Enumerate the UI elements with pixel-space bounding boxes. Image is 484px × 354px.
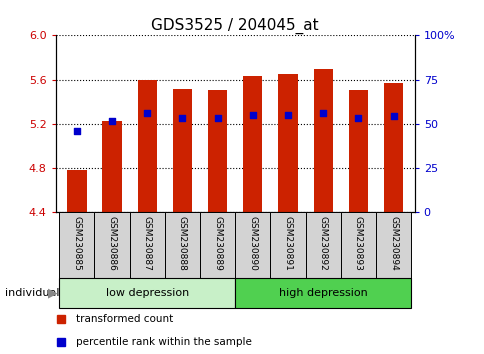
Text: GSM230890: GSM230890 xyxy=(248,216,257,271)
Text: low depression: low depression xyxy=(106,288,188,298)
Bar xyxy=(199,212,235,278)
Text: high depression: high depression xyxy=(278,288,367,298)
Text: percentile rank within the sample: percentile rank within the sample xyxy=(76,337,251,348)
Bar xyxy=(165,212,199,278)
Bar xyxy=(208,90,227,212)
Bar xyxy=(340,212,375,278)
Bar xyxy=(375,212,410,278)
Bar xyxy=(59,278,235,308)
Point xyxy=(108,118,116,124)
Bar xyxy=(137,80,157,212)
Text: individual: individual xyxy=(5,288,59,298)
Text: transformed count: transformed count xyxy=(76,314,172,325)
Bar xyxy=(305,212,340,278)
Text: GSM230891: GSM230891 xyxy=(283,216,292,271)
Bar xyxy=(348,90,367,212)
Bar xyxy=(59,212,94,278)
Text: GSM230889: GSM230889 xyxy=(212,216,222,271)
Bar xyxy=(172,88,192,212)
Text: GSM230886: GSM230886 xyxy=(107,216,116,271)
Text: ▶: ▶ xyxy=(47,286,57,299)
Point xyxy=(213,115,221,121)
Text: GSM230887: GSM230887 xyxy=(142,216,151,271)
Text: GSM230893: GSM230893 xyxy=(353,216,362,271)
Bar xyxy=(383,83,402,212)
Point xyxy=(178,115,186,121)
Point xyxy=(389,113,396,119)
Bar xyxy=(67,170,86,212)
Point xyxy=(143,110,151,116)
Bar xyxy=(94,212,129,278)
Bar xyxy=(270,212,305,278)
Text: GSM230885: GSM230885 xyxy=(72,216,81,271)
Text: GSM230892: GSM230892 xyxy=(318,216,327,271)
Point xyxy=(248,112,256,118)
Bar xyxy=(313,69,332,212)
Bar xyxy=(242,76,262,212)
Bar xyxy=(102,121,121,212)
Text: GSM230894: GSM230894 xyxy=(388,216,397,271)
Point xyxy=(284,112,291,118)
Point xyxy=(73,128,81,133)
Text: GSM230888: GSM230888 xyxy=(178,216,186,271)
Bar xyxy=(235,212,270,278)
Title: GDS3525 / 204045_at: GDS3525 / 204045_at xyxy=(151,18,318,34)
Point xyxy=(318,110,326,116)
Bar xyxy=(235,278,410,308)
Point xyxy=(354,115,362,121)
Bar xyxy=(278,74,297,212)
Bar xyxy=(129,212,165,278)
